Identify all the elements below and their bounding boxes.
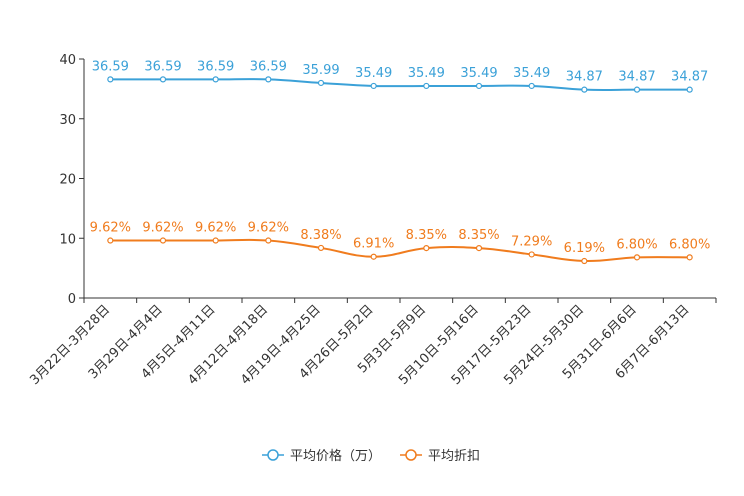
- data-label: 34.87: [618, 70, 655, 85]
- legend-item-2: 平均折扣: [400, 449, 480, 464]
- legend-item-1: 平均价格（万）: [262, 448, 381, 464]
- data-label: 7.29%: [511, 234, 552, 249]
- data-label: 35.49: [460, 66, 497, 81]
- data-label: 8.38%: [300, 228, 341, 243]
- data-point: [686, 86, 693, 93]
- data-point: [159, 76, 167, 83]
- legend-marker-icon: [405, 449, 417, 461]
- legend-label: 平均价格（万）: [290, 448, 381, 464]
- data-label: 35.99: [302, 63, 339, 78]
- series-line-2: [110, 238, 690, 263]
- data-point: [317, 244, 325, 252]
- data-point: [581, 257, 588, 265]
- data-label: 35.49: [355, 66, 392, 81]
- data-point: [212, 237, 219, 244]
- legend-label: 平均折扣: [428, 449, 480, 464]
- data-point: [265, 76, 272, 83]
- data-label: 36.59: [144, 59, 181, 74]
- data-point: [528, 251, 535, 258]
- y-tick-label: 40: [59, 53, 76, 68]
- data-label: 36.59: [92, 59, 129, 74]
- data-point: [107, 237, 114, 244]
- series-line-1: [110, 78, 690, 91]
- y-tick-label: 20: [59, 173, 76, 188]
- data-point: [370, 253, 377, 260]
- data-point: [212, 76, 219, 83]
- data-label: 6.80%: [669, 237, 710, 252]
- data-label: 8.35%: [406, 228, 447, 243]
- data-point: [475, 245, 483, 252]
- y-tick-label: 30: [59, 113, 76, 128]
- data-label: 9.62%: [142, 221, 183, 236]
- data-point: [475, 82, 483, 90]
- data-label: 35.49: [513, 66, 550, 81]
- data-label: 6.19%: [564, 241, 605, 256]
- data-label: 6.80%: [616, 237, 657, 252]
- data-label: 36.59: [250, 59, 287, 74]
- data-point: [581, 86, 588, 93]
- data-label: 9.62%: [195, 221, 236, 236]
- data-label: 34.87: [671, 70, 708, 85]
- data-point: [107, 76, 114, 83]
- data-label: 8.35%: [458, 228, 499, 243]
- data-point: [370, 82, 377, 90]
- y-tick-label: 10: [59, 232, 76, 247]
- data-point: [686, 254, 693, 261]
- data-point: [159, 237, 167, 244]
- data-label: 36.59: [197, 59, 234, 74]
- legend-marker-icon: [267, 449, 279, 461]
- data-point: [423, 245, 430, 252]
- data-point: [633, 254, 641, 261]
- data-label: 34.87: [566, 70, 603, 85]
- data-point: [633, 86, 641, 93]
- data-point: [528, 82, 535, 90]
- data-label: 9.62%: [248, 221, 289, 236]
- data-point: [423, 82, 430, 90]
- data-point: [317, 79, 325, 87]
- y-tick-label: 0: [68, 292, 76, 307]
- data-label: 35.49: [408, 66, 445, 81]
- data-point: [265, 237, 272, 244]
- data-label: 9.62%: [90, 221, 131, 236]
- data-label: 6.91%: [353, 237, 394, 252]
